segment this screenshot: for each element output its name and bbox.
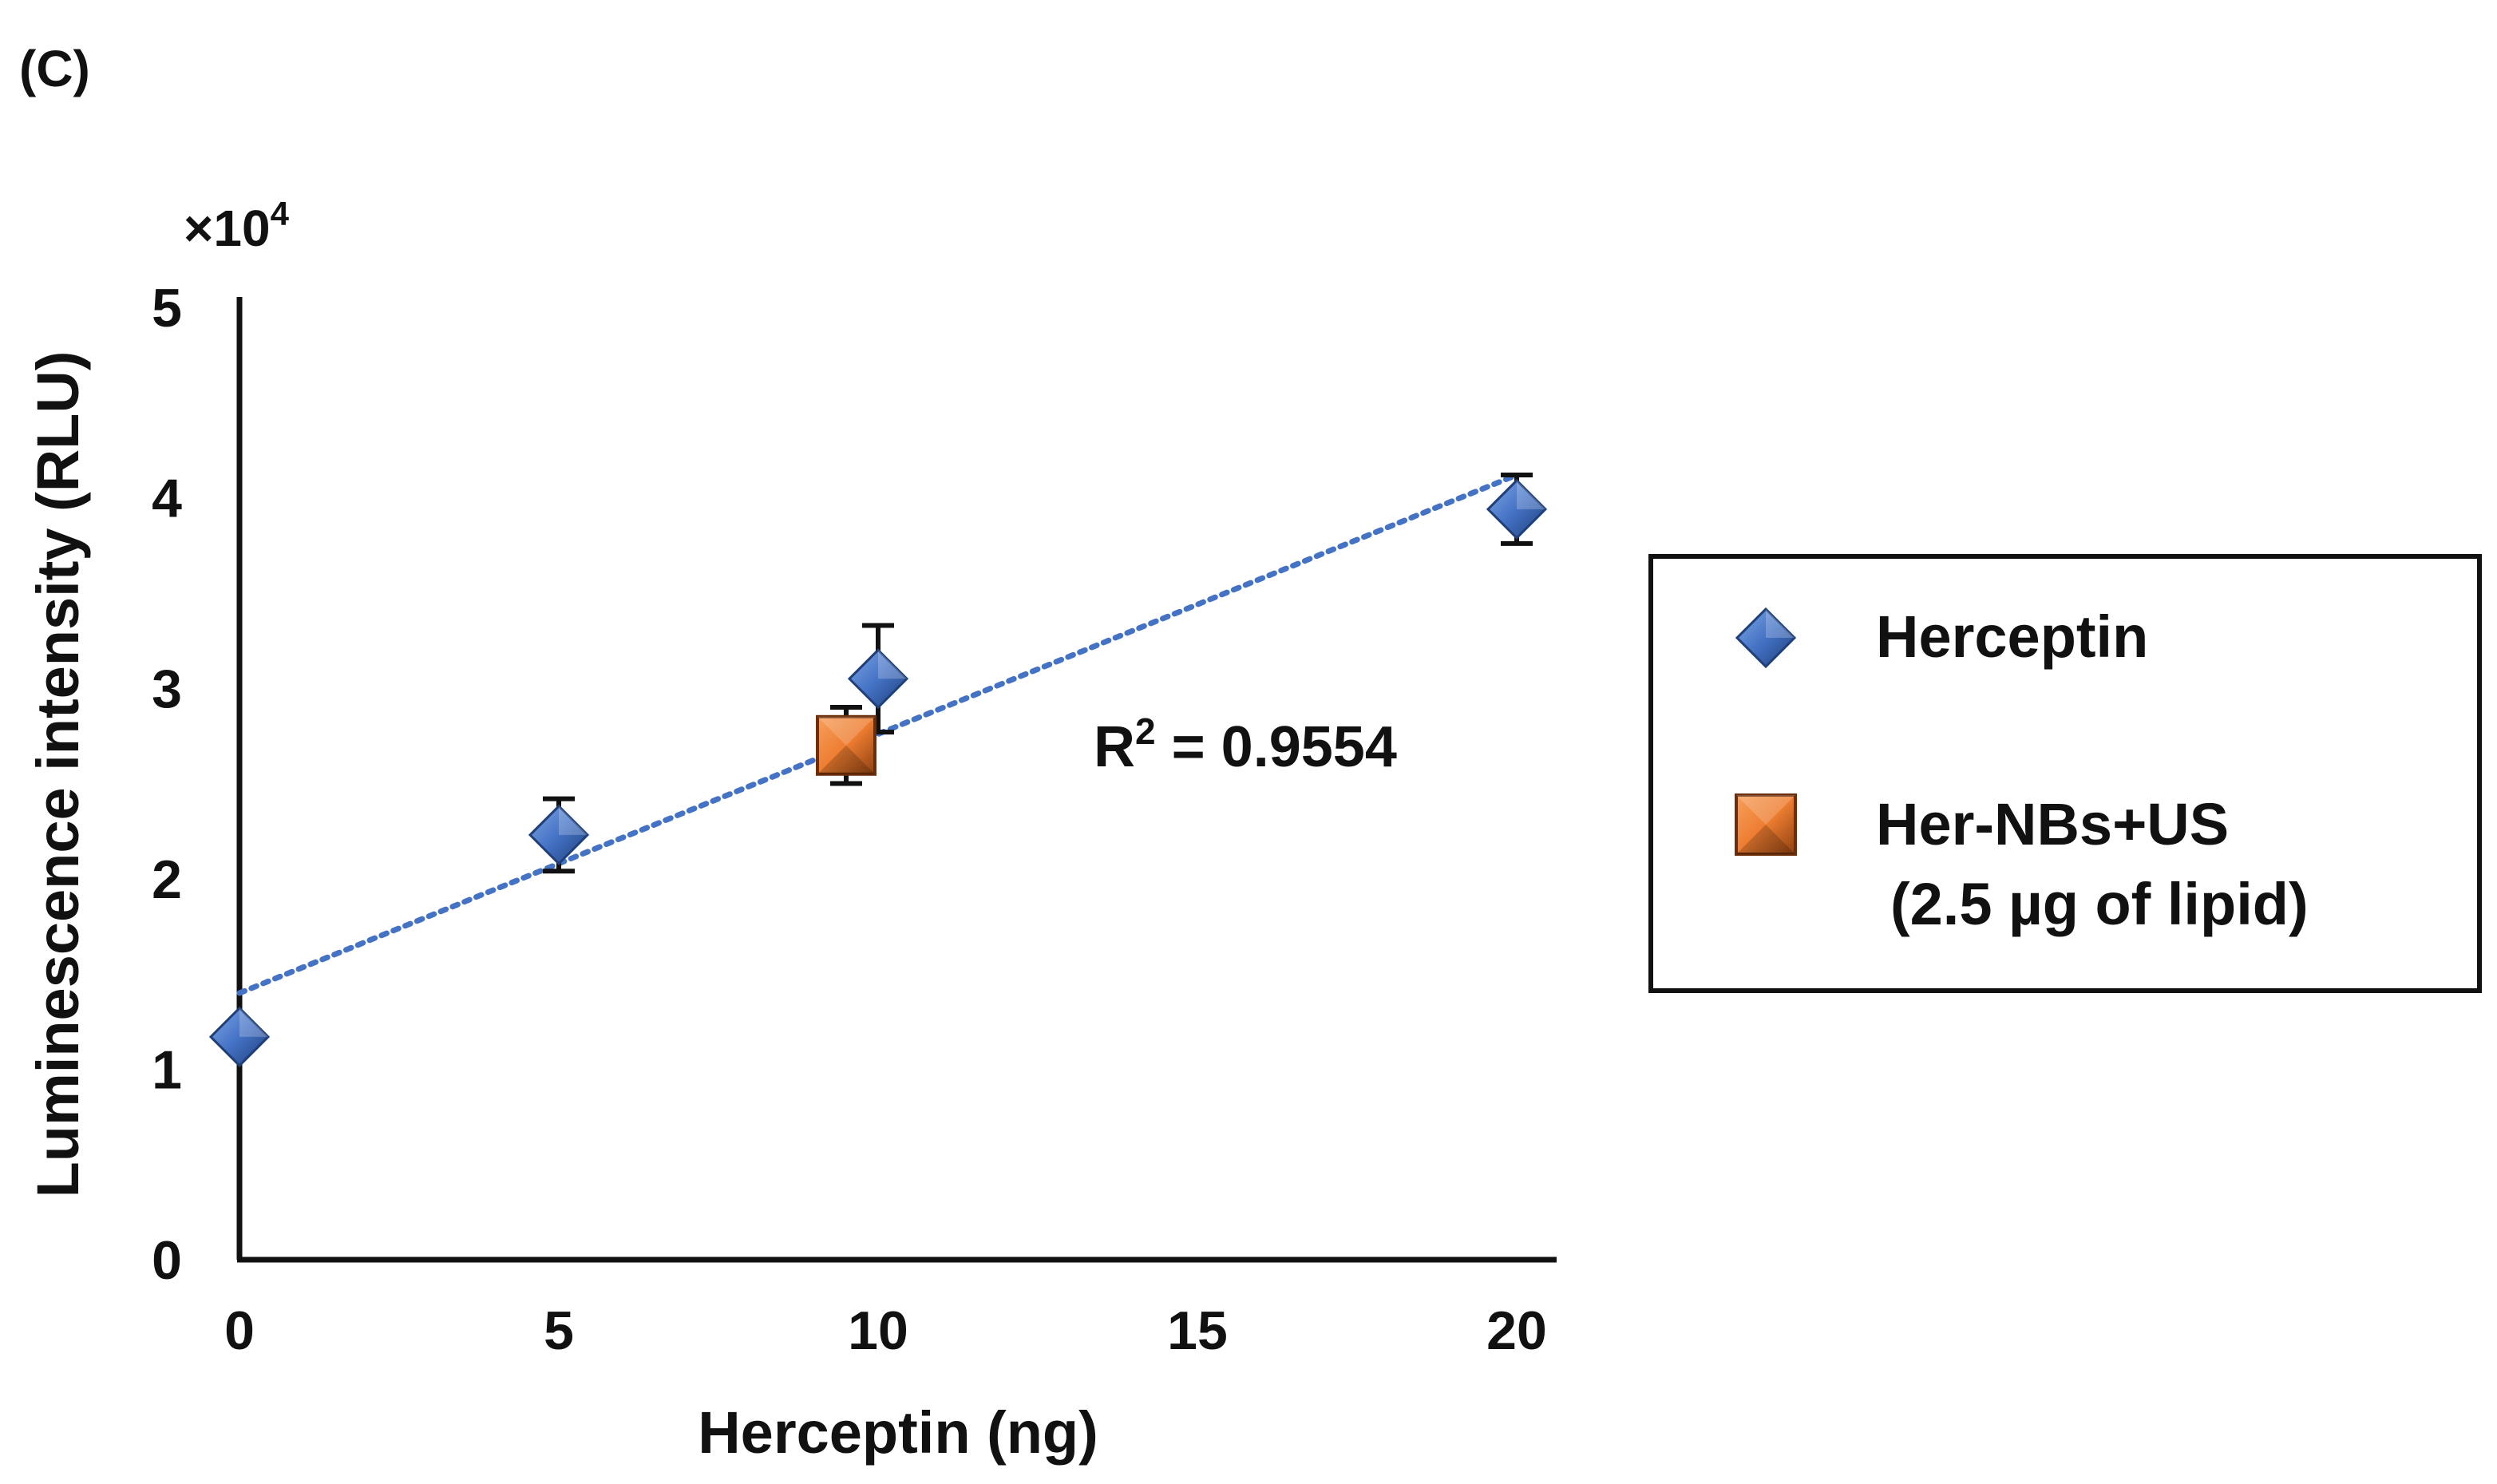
r-squared-label: R2 = 0.9554 <box>1094 710 1397 779</box>
data-point-highlight-3 <box>1517 480 1545 509</box>
y-tick-label-5: 5 <box>152 278 182 338</box>
x-tick-label-5: 5 <box>544 1300 574 1361</box>
data-point-highlight-1 <box>559 805 588 835</box>
data-point-highlight-2 <box>878 650 907 679</box>
y-tick-label-1: 1 <box>152 1039 182 1100</box>
legend-label-her-nbs-sub: (2.5 µg of lipid) <box>1890 871 2309 937</box>
data-point-herceptin-2 <box>847 648 909 710</box>
data-point-herceptin-3 <box>1486 478 1548 540</box>
panel-label: (C) <box>19 40 90 97</box>
y-tick-label-0: 0 <box>152 1230 182 1291</box>
legend-frame <box>1648 554 2482 993</box>
y-tick-label-4: 4 <box>152 469 182 529</box>
legend-label-her-nbs: Her-NBs+US <box>1876 791 2229 857</box>
x-axis-title: Herceptin (ng) <box>698 1399 1098 1466</box>
data-point-her-nbs-0 <box>816 714 877 776</box>
legend-label-herceptin: Herceptin <box>1876 603 2148 670</box>
y-multiplier-label: ×104 <box>184 195 290 257</box>
data-point-her-nbs-shade-top-0 <box>817 716 875 746</box>
x-tick-label-0: 0 <box>224 1300 255 1361</box>
data-point-herceptin-1 <box>528 804 590 866</box>
data-marks <box>208 472 1548 1067</box>
y-tick-label-2: 2 <box>152 849 182 910</box>
y-tick-label-3: 3 <box>152 659 182 719</box>
legend: Herceptin Her-NBs+US (2.5 µg of lipid) <box>1648 554 2482 993</box>
data-point-herceptin-0 <box>208 1006 271 1067</box>
y-tick-labels: 0 1 2 3 4 5 <box>152 278 182 1291</box>
y-axis-title: Luminescence intensity (RLU) <box>25 351 91 1198</box>
data-point-highlight-0 <box>239 1007 268 1037</box>
legend-marker-her-nbs <box>1735 793 1797 856</box>
x-tick-label-15: 15 <box>1167 1300 1228 1361</box>
x-tick-label-10: 10 <box>848 1300 908 1361</box>
legend-marker-herceptin <box>1735 607 1797 669</box>
data-point-her-nbs-shade-bottom-0 <box>817 745 875 774</box>
x-tick-labels: 0 5 10 15 20 <box>224 1300 1547 1361</box>
x-tick-label-20: 20 <box>1486 1300 1547 1361</box>
